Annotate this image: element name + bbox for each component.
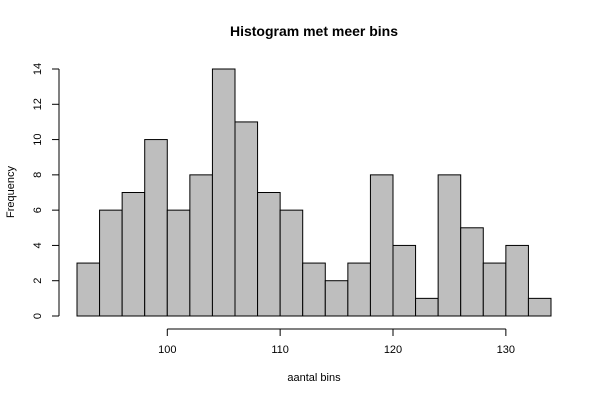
- y-axis: 0 2 4 6 8 10 12 14: [32, 63, 60, 319]
- x-axis-label: aantal bins: [287, 372, 341, 384]
- x-axis: 100 110 120 130: [158, 328, 515, 356]
- x-tick-label: 120: [384, 344, 402, 356]
- y-tick-label: 2: [32, 278, 44, 284]
- x-tick-label: 130: [497, 344, 515, 356]
- chart-title: Histogram met meer bins: [230, 23, 398, 39]
- y-tick-label: 0: [32, 313, 44, 319]
- histogram-bar: [460, 227, 484, 317]
- histogram-bar: [347, 262, 371, 317]
- histogram-bar: [189, 174, 213, 317]
- y-tick-label: 10: [32, 133, 44, 145]
- y-tick-label: 6: [32, 207, 44, 213]
- x-tick-label: 110: [271, 344, 289, 356]
- histogram-bar: [166, 209, 191, 317]
- histogram-bar: [324, 280, 349, 317]
- histogram-bar: [121, 192, 146, 317]
- histogram-bar: [234, 121, 259, 317]
- histogram-bar: [302, 262, 326, 317]
- histogram-bar: [505, 244, 529, 317]
- x-tick-label: 100: [158, 344, 176, 356]
- histogram-bar: [76, 262, 101, 317]
- histogram-bar: [392, 244, 417, 317]
- histogram-bar: [369, 174, 394, 317]
- histogram-bar: [527, 297, 552, 317]
- y-axis-label: Frequency: [5, 166, 17, 218]
- histogram-bars: [76, 68, 552, 317]
- histogram-bar: [437, 174, 462, 317]
- y-tick-label: 12: [32, 98, 44, 110]
- histogram-bar: [211, 68, 236, 317]
- histogram-bar: [482, 262, 507, 317]
- histogram-bar: [99, 209, 123, 317]
- histogram-bar: [279, 209, 304, 317]
- y-tick-label: 4: [32, 242, 44, 248]
- histogram-bar: [144, 139, 168, 317]
- y-tick-label: 8: [32, 172, 44, 178]
- histogram-bar: [415, 297, 439, 317]
- histogram-bar: [257, 192, 281, 317]
- y-tick-label: 14: [32, 63, 44, 75]
